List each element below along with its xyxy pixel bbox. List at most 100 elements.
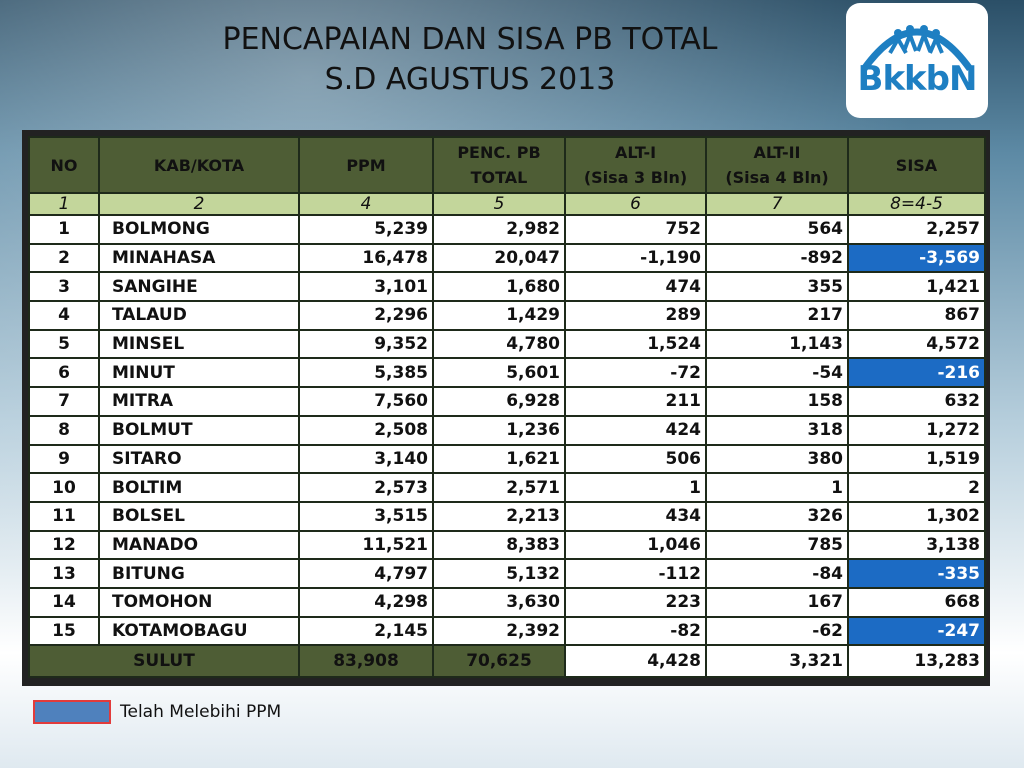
column-header: NO <box>28 136 100 194</box>
table-cell-ppm: 4,797 <box>298 558 434 589</box>
table-cell-ppm: 11,521 <box>298 529 434 561</box>
table-cell-no: 11 <box>28 500 100 532</box>
column-header-line: PENC. PB <box>457 143 541 162</box>
table-cell-kab: BOLMONG <box>98 214 300 245</box>
table-row: 4 TALAUD 2,296 1,429 289 217 867 <box>28 300 986 331</box>
table-row: 12 MANADO 11,521 8,383 1,046 785 3,138 <box>28 529 986 561</box>
table-cell-alt1: 211 <box>564 386 707 417</box>
column-header: KAB/KOTA <box>98 136 300 194</box>
title-line-2: S.D AGUSTUS 2013 <box>324 62 616 97</box>
table-row: 2 MINAHASA 16,478 20,047 -1,190 -892 -3,569 <box>28 242 986 274</box>
table-cell-no: 14 <box>28 586 100 618</box>
table-cell-sisa: 1,519 <box>847 443 986 475</box>
table-cell-ppm: 9,352 <box>298 328 434 360</box>
column-header-line: PPM <box>346 155 386 175</box>
table-cell-alt2: 1 <box>705 472 849 503</box>
table-cell-no: 1 <box>28 214 100 245</box>
table-cell-ppm: 5,385 <box>298 357 434 389</box>
table-cell-sisa: -3,569 <box>847 242 986 274</box>
column-index-cell: 1 <box>28 192 100 216</box>
table-row: 1 BOLMONG 5,239 2,982 752 564 2,257 <box>28 214 986 245</box>
total-cell-alt2: 3,321 <box>705 644 849 679</box>
table-cell-ppm: 4,298 <box>298 586 434 618</box>
column-index-cell: 8=4-5 <box>847 192 986 216</box>
table-cell-alt2: 785 <box>705 529 849 561</box>
column-index-cell: 4 <box>298 192 434 216</box>
table-cell-sisa: 2,257 <box>847 214 986 245</box>
column-index-cell: 5 <box>432 192 566 216</box>
table-cell-no: 8 <box>28 414 100 446</box>
table-cell-penc: 2,571 <box>432 472 566 503</box>
table-row: 5 MINSEL 9,352 4,780 1,524 1,143 4,572 <box>28 328 986 360</box>
table-row: 7 MITRA 7,560 6,928 211 158 632 <box>28 386 986 417</box>
table-cell-ppm: 2,508 <box>298 414 434 446</box>
logo-text: BkkbN <box>857 59 978 99</box>
column-index-cell: 7 <box>705 192 849 216</box>
table-cell-kab: SANGIHE <box>98 271 300 303</box>
table-cell-no: 4 <box>28 300 100 331</box>
table-cell-penc: 4,780 <box>432 328 566 360</box>
table-cell-ppm: 3,515 <box>298 500 434 532</box>
table-cell-alt2: 318 <box>705 414 849 446</box>
table-cell-alt1: 424 <box>564 414 707 446</box>
table-cell-no: 9 <box>28 443 100 475</box>
table-cell-ppm: 2,573 <box>298 472 434 503</box>
table-cell-no: 2 <box>28 242 100 274</box>
table-cell-penc: 2,392 <box>432 615 566 647</box>
column-index-cell: 2 <box>98 192 300 216</box>
table-cell-alt1: 434 <box>564 500 707 532</box>
table-cell-ppm: 5,239 <box>298 214 434 245</box>
table-cell-penc: 6,928 <box>432 386 566 417</box>
table-cell-kab: TOMOHON <box>98 586 300 618</box>
table-cell-alt1: 506 <box>564 443 707 475</box>
table-cell-kab: MINUT <box>98 357 300 389</box>
table-cell-kab: MITRA <box>98 386 300 417</box>
column-header: PENC. PB TOTAL <box>432 136 566 194</box>
table-cell-sisa: 867 <box>847 300 986 331</box>
column-header-line: NO <box>50 155 78 175</box>
table-cell-kab: TALAUD <box>98 300 300 331</box>
table-cell-alt1: 752 <box>564 214 707 245</box>
table-cell-kab: KOTAMOBAGU <box>98 615 300 647</box>
table-cell-no: 10 <box>28 472 100 503</box>
column-header: ALT-II (Sisa 4 Bln) <box>705 136 849 194</box>
table-cell-kab: SITARO <box>98 443 300 475</box>
table-cell-sisa: 4,572 <box>847 328 986 360</box>
column-header-line: (Sisa 4 Bln) <box>725 168 829 187</box>
column-header: ALT-I (Sisa 3 Bln) <box>564 136 707 194</box>
table-cell-alt1: 289 <box>564 300 707 331</box>
table-row: 15 KOTAMOBAGU 2,145 2,392 -82 -62 -247 <box>28 615 986 647</box>
table-cell-ppm: 2,296 <box>298 300 434 331</box>
table-cell-sisa: 1,421 <box>847 271 986 303</box>
table-cell-no: 15 <box>28 615 100 647</box>
column-header: SISA <box>847 136 986 194</box>
column-header-line: SISA <box>895 155 938 175</box>
table-row: 11 BOLSEL 3,515 2,213 434 326 1,302 <box>28 500 986 532</box>
total-cell-ppm: 83,908 <box>298 644 434 679</box>
table-cell-alt1: 474 <box>564 271 707 303</box>
legend-label: Telah Melebihi PPM <box>120 702 282 722</box>
table-cell-alt1: -1,190 <box>564 242 707 274</box>
table-cell-alt2: -84 <box>705 558 849 589</box>
table-row: 9 SITARO 3,140 1,621 506 380 1,519 <box>28 443 986 475</box>
table-cell-kab: BOLSEL <box>98 500 300 532</box>
table-cell-sisa: -247 <box>847 615 986 647</box>
table-cell-kab: BOLTIM <box>98 472 300 503</box>
table-cell-no: 12 <box>28 529 100 561</box>
table-cell-sisa: 2 <box>847 472 986 503</box>
table-cell-sisa: -335 <box>847 558 986 589</box>
table-cell-sisa: 668 <box>847 586 986 618</box>
data-table-frame: NO KAB/KOTA PPM PENC. PB TOTAL ALT-I (Sisa 3 B… <box>22 130 990 686</box>
family-people-arc-icon <box>861 25 973 72</box>
table-row: 8 BOLMUT 2,508 1,236 424 318 1,272 <box>28 414 986 446</box>
table-cell-no: 7 <box>28 386 100 417</box>
data-table: NO KAB/KOTA PPM PENC. PB TOTAL ALT-I (Sisa 3 B… <box>28 136 986 679</box>
table-cell-sisa: -216 <box>847 357 986 389</box>
table-cell-alt1: 1,524 <box>564 328 707 360</box>
table-cell-penc: 3,630 <box>432 586 566 618</box>
table-row: 10 BOLTIM 2,573 2,571 1 1 2 <box>28 472 986 503</box>
table-cell-alt2: -892 <box>705 242 849 274</box>
table-cell-penc: 8,383 <box>432 529 566 561</box>
table-cell-sisa: 1,302 <box>847 500 986 532</box>
table-cell-kab: BITUNG <box>98 558 300 589</box>
